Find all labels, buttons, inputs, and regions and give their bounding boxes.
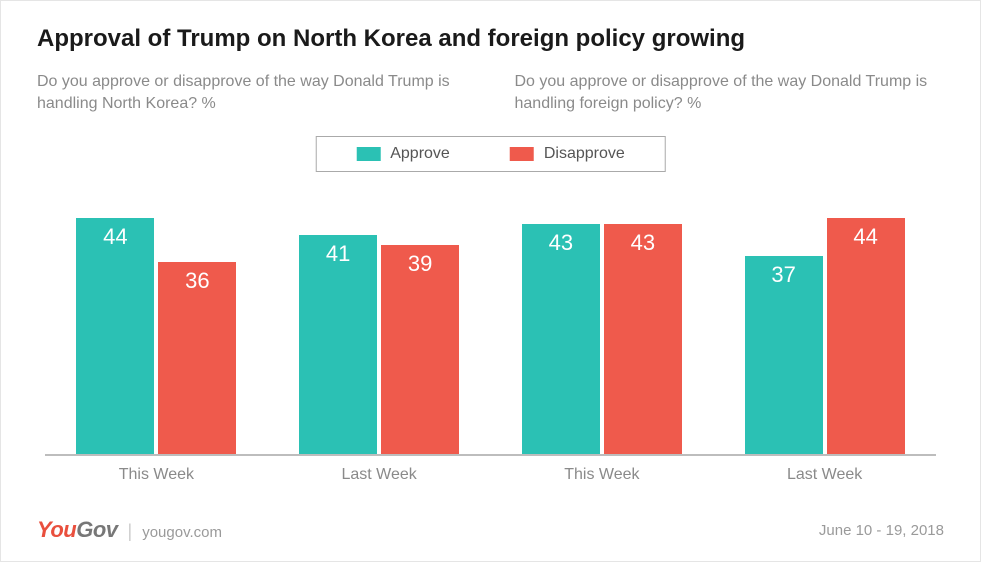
bar-value: 43 — [522, 230, 600, 256]
footer: YouGov | yougov.com June 10 - 19, 2018 — [37, 517, 944, 543]
bar-group: 41 39 — [281, 235, 477, 456]
bar-approve: 41 — [299, 235, 377, 456]
legend-swatch-disapprove — [510, 147, 534, 161]
subtitle-left: Do you approve or disapprove of the way … — [37, 71, 467, 114]
bar-group: 44 36 — [58, 218, 254, 456]
subtitle-right: Do you approve or disapprove of the way … — [515, 71, 945, 114]
footer-left: YouGov | yougov.com — [37, 517, 222, 543]
brand-you: You — [37, 517, 76, 542]
footer-divider: | — [128, 521, 133, 542]
x-label: This Week — [504, 466, 700, 484]
bar-value: 36 — [158, 268, 236, 294]
x-label: This Week — [58, 466, 254, 484]
bar-value: 39 — [381, 251, 459, 277]
brand-gov: Gov — [76, 517, 117, 542]
bar-groups: 44 36 41 39 43 43 — [45, 186, 936, 456]
plot-area: 44 36 41 39 43 43 — [45, 186, 936, 456]
bar-group: 37 44 — [727, 218, 923, 456]
bar-disapprove: 44 — [827, 218, 905, 456]
subtitles-row: Do you approve or disapprove of the way … — [37, 71, 944, 114]
x-axis-line — [45, 454, 936, 456]
bar-disapprove: 36 — [158, 262, 236, 456]
chart-title: Approval of Trump on North Korea and for… — [37, 25, 944, 53]
bar-approve: 37 — [745, 256, 823, 456]
bar-group: 43 43 — [504, 224, 700, 456]
bar-value: 44 — [827, 224, 905, 250]
legend-item-disapprove: Disapprove — [510, 145, 625, 163]
bar-value: 41 — [299, 241, 377, 267]
legend: Approve Disapprove — [315, 136, 666, 172]
x-axis-labels: This Week Last Week This Week Last Week — [45, 466, 936, 484]
legend-swatch-approve — [356, 147, 380, 161]
bar-value: 44 — [76, 224, 154, 250]
bar-approve: 43 — [522, 224, 600, 456]
footer-site: yougov.com — [142, 524, 222, 541]
bar-disapprove: 43 — [604, 224, 682, 456]
footer-date: June 10 - 19, 2018 — [819, 522, 944, 539]
bar-value: 43 — [604, 230, 682, 256]
x-label: Last Week — [281, 466, 477, 484]
x-label: Last Week — [727, 466, 923, 484]
legend-label-approve: Approve — [390, 145, 450, 163]
legend-label-disapprove: Disapprove — [544, 145, 625, 163]
bar-approve: 44 — [76, 218, 154, 456]
bar-disapprove: 39 — [381, 245, 459, 456]
chart-container: Approval of Trump on North Korea and for… — [0, 0, 981, 562]
legend-item-approve: Approve — [356, 145, 450, 163]
bar-value: 37 — [745, 262, 823, 288]
brand-logo: YouGov — [37, 517, 118, 543]
